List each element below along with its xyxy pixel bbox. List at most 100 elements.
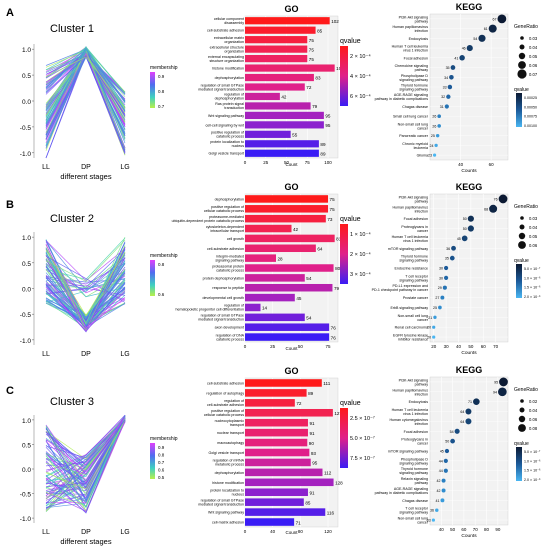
go-term-label: extracellular structure bbox=[210, 45, 244, 49]
go-term-label: Golgi vesicle transport bbox=[208, 451, 244, 455]
qvalue-colorbar bbox=[340, 46, 348, 106]
generatio-legend-label: 0.03 bbox=[529, 36, 538, 41]
go-bar bbox=[245, 214, 326, 223]
x-tick-label: DP bbox=[81, 529, 91, 536]
cluster-line bbox=[45, 416, 126, 460]
generatio-legend-label: 0.04 bbox=[529, 225, 538, 230]
kegg-term-label: pathway bbox=[415, 68, 429, 72]
kegg-term-label: Endocytosis bbox=[409, 400, 429, 404]
y-tick-label: -0.5 bbox=[20, 125, 32, 132]
kegg-dot-value: 54 bbox=[450, 430, 454, 434]
kegg-dot-value: 71 bbox=[468, 400, 472, 404]
cluster-line bbox=[45, 255, 126, 303]
cluster-title: Cluster 2 bbox=[50, 213, 94, 225]
go-bar-value: 112 bbox=[324, 471, 332, 476]
kegg-term-label: pathway in diabetic complications bbox=[375, 491, 429, 495]
kegg-dot bbox=[437, 124, 441, 128]
go-term-label: cellular catabolic process bbox=[204, 413, 244, 417]
kegg-dot bbox=[466, 45, 473, 52]
kegg-title: KEGG bbox=[456, 2, 483, 12]
x-tick-label: LL bbox=[42, 529, 50, 536]
kegg-dot bbox=[473, 398, 480, 405]
kegg-term-label: mTOR signaling pathway bbox=[388, 247, 428, 251]
go-term-label: cell-substrate adhesion bbox=[207, 381, 244, 385]
kegg-term-label: ErbB signaling pathway bbox=[390, 306, 428, 310]
kegg-dot bbox=[443, 458, 448, 463]
line-panel-B: -1.0 -0.5 0.0 0.5 1.0 LL DP LG membership 0.8 0.6 bbox=[20, 232, 178, 358]
cluster-line bbox=[45, 49, 126, 149]
kegg-term-label: signaling pathway bbox=[399, 78, 428, 82]
go-term-label: nucleocytoplasmic bbox=[215, 419, 245, 423]
kegg-term-label: Human papillomavirus bbox=[392, 205, 428, 209]
y-tick-label: -1.0 bbox=[20, 516, 32, 523]
go-title: GO bbox=[284, 4, 298, 14]
cluster-line bbox=[45, 48, 126, 124]
kegg-dot-value: 54 bbox=[473, 37, 477, 41]
go-bar bbox=[245, 83, 305, 91]
kegg-dot-value: 25 bbox=[431, 134, 435, 138]
go-bar-value: 72 bbox=[296, 401, 302, 406]
go-bar-value: 89 bbox=[320, 151, 326, 156]
x-axis-label: different stages bbox=[60, 172, 111, 181]
y-tick-label: 0.0 bbox=[22, 467, 31, 474]
kegg-dot bbox=[459, 55, 465, 61]
kegg-term-label: pathway bbox=[415, 382, 429, 386]
generatio-legend-label: 0.04 bbox=[529, 408, 538, 413]
cluster-line bbox=[45, 269, 126, 316]
kegg-dot-value: 95 bbox=[494, 380, 498, 384]
kegg-x-tick-label: 30 bbox=[444, 344, 450, 349]
membership-tick-label: 0.8 bbox=[158, 453, 165, 458]
go-term-label: Golgi vesicle transport bbox=[208, 152, 244, 156]
go-bar bbox=[245, 36, 308, 44]
go-term-label: catabolic process bbox=[216, 337, 244, 341]
kegg-qvalue-tick-label: 0.00050 bbox=[524, 105, 537, 109]
kegg-dot-value: 33 bbox=[427, 519, 431, 523]
kegg-x-tick-label: 80 bbox=[484, 527, 490, 532]
go-bar bbox=[245, 195, 329, 203]
kegg-title: KEGG bbox=[456, 365, 483, 375]
kegg-term-label: virus 1 infection bbox=[403, 412, 428, 416]
kegg-dot-value: 41 bbox=[435, 499, 439, 503]
cluster-line bbox=[45, 46, 126, 121]
kegg-dot-value: 26 bbox=[432, 115, 436, 119]
membership-tick-label: 0.8 bbox=[158, 262, 165, 267]
kegg-term-label: Renal cell carcinoma bbox=[395, 326, 428, 330]
go-bar-value: 64 bbox=[317, 247, 323, 252]
generatio-legend-label: 0.06 bbox=[529, 243, 538, 248]
kegg-term-label: T cell receptor bbox=[405, 274, 429, 278]
membership-tick-label: 0.6 bbox=[158, 468, 165, 473]
cluster-line bbox=[45, 285, 126, 329]
generatio-legend-dot bbox=[520, 216, 524, 220]
go-term-label: positive regulation of bbox=[211, 131, 244, 135]
kegg-dot-value: 44 bbox=[439, 459, 443, 463]
go-bar bbox=[245, 379, 322, 387]
go-bar bbox=[245, 55, 308, 63]
x-axis-label: different stages bbox=[60, 537, 111, 546]
go-bar-value: 102 bbox=[331, 19, 339, 24]
qvalue-legend-title: qvalue bbox=[340, 216, 361, 223]
cluster-line bbox=[45, 416, 126, 473]
kegg-dot-value: 25 bbox=[433, 306, 437, 310]
go-bar bbox=[245, 399, 295, 407]
kegg-term-label: infection bbox=[415, 392, 428, 396]
go-x-tick-label: 0 bbox=[244, 344, 247, 349]
go-term-label: structure organization bbox=[209, 59, 244, 63]
go-bar-value: 128 bbox=[335, 481, 343, 486]
go-term-label: dephosphorylation bbox=[215, 76, 244, 80]
cluster-line bbox=[45, 414, 126, 481]
go-x-tick-label: 120 bbox=[324, 529, 332, 534]
cluster-line bbox=[45, 250, 126, 298]
kegg-term-label: Human papillomavirus bbox=[392, 25, 428, 29]
kegg-qvalue-legend-title: qvalue bbox=[514, 258, 529, 264]
go-term-label: cellular component bbox=[214, 17, 244, 21]
kegg-dot bbox=[465, 408, 472, 415]
cluster-title: Cluster 1 bbox=[50, 23, 94, 35]
go-term-label: proteasome-mediated bbox=[209, 215, 244, 219]
kegg-term-label: pathway bbox=[415, 199, 429, 203]
go-term-label: hematopoietic progenitor cell differenti… bbox=[176, 308, 244, 312]
go-x-tick-label: 50 bbox=[284, 160, 290, 165]
kegg-dot-value: 42 bbox=[437, 489, 441, 493]
membership-colorbar bbox=[150, 72, 155, 108]
go-term-label: disassembly bbox=[224, 21, 244, 25]
